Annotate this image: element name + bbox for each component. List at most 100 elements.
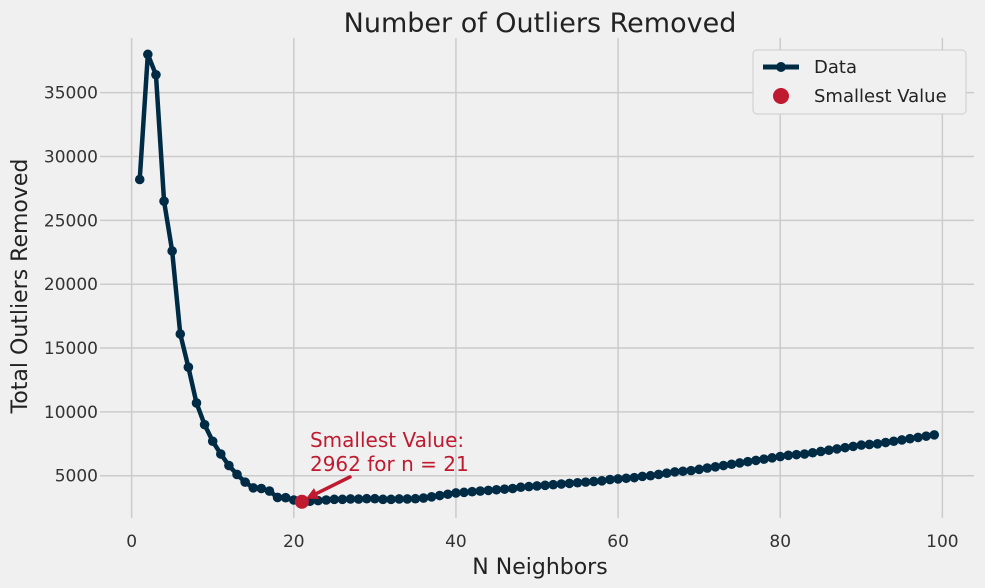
y-tick-label: 20000 — [44, 275, 98, 295]
x-axis-ticks: 0 20 40 60 80 100 — [126, 532, 958, 552]
data-point — [645, 470, 656, 481]
data-point — [832, 444, 842, 454]
annotation-arrow — [314, 475, 352, 496]
annotation-line-2: 2962 for n = 21 — [310, 452, 469, 476]
data-point — [694, 464, 704, 475]
data-point — [848, 441, 858, 452]
data-point — [751, 455, 761, 466]
data-point — [329, 494, 340, 505]
data-point — [929, 430, 940, 440]
data-point — [678, 466, 688, 477]
y-tick-label: 5000 — [55, 467, 98, 487]
data-point — [232, 469, 242, 480]
data-point — [199, 419, 210, 430]
data-point — [410, 493, 421, 504]
data-point — [613, 474, 623, 484]
x-tick-label: 0 — [126, 532, 137, 552]
data-point — [280, 492, 291, 503]
data-point — [418, 493, 429, 503]
data-point — [443, 489, 453, 500]
data-point — [791, 449, 802, 460]
data-point — [605, 474, 615, 485]
data-point — [742, 456, 753, 467]
data-point — [629, 472, 640, 483]
data-point — [897, 435, 907, 445]
annotation-line-1: Smallest Value: — [310, 428, 464, 452]
data-point — [556, 479, 567, 489]
data-point — [256, 483, 267, 494]
data-point — [734, 458, 745, 468]
data-point — [726, 459, 737, 470]
data-point — [799, 449, 810, 459]
legend-data-label: Data — [814, 57, 857, 78]
data-point — [183, 362, 194, 372]
data-point — [580, 477, 591, 487]
data-point — [386, 494, 396, 505]
x-tick-label: 20 — [283, 532, 305, 552]
data-point — [572, 477, 583, 488]
data-point — [434, 490, 445, 501]
data-point — [151, 69, 161, 80]
data-point — [824, 445, 834, 455]
data-point — [524, 481, 534, 492]
data-point — [775, 451, 786, 462]
smallest-value-marker — [294, 494, 309, 509]
x-axis-label: N Neighbors — [472, 555, 607, 580]
legend-box — [752, 49, 967, 115]
y-tick-label: 10000 — [44, 403, 98, 423]
data-point — [888, 436, 899, 447]
data-point — [856, 440, 867, 450]
data-point — [532, 481, 542, 491]
data-point — [143, 49, 153, 60]
data-point — [207, 436, 218, 447]
smallest-value-layer — [294, 494, 309, 509]
data-point — [499, 484, 510, 494]
data-point — [702, 463, 713, 473]
data-point — [710, 461, 721, 472]
data-point — [402, 494, 413, 504]
chart-title: Number of Outliers Removed — [344, 8, 737, 39]
data-point — [815, 446, 826, 457]
data-point — [783, 450, 794, 461]
data-point — [216, 449, 226, 459]
data-point — [353, 494, 364, 504]
data-point — [361, 493, 372, 504]
data-point — [840, 442, 850, 453]
x-tick-label: 80 — [769, 532, 791, 552]
data-point — [759, 454, 769, 464]
data-point — [264, 486, 275, 496]
data-point — [515, 482, 526, 493]
data-point — [483, 485, 494, 496]
data-point — [240, 477, 250, 487]
data-point — [451, 488, 461, 498]
data-point — [864, 439, 875, 450]
data-point — [345, 494, 356, 504]
x-tick-label: 100 — [926, 532, 958, 552]
data-point — [637, 471, 648, 482]
y-tick-label: 35000 — [44, 84, 98, 104]
data-point — [670, 467, 680, 477]
data-point — [248, 483, 259, 493]
data-point — [475, 486, 486, 496]
data-point — [175, 329, 186, 339]
data-point — [597, 476, 607, 486]
legend-smallest-marker — [773, 88, 789, 104]
data-point — [905, 433, 915, 444]
data-point — [540, 480, 550, 491]
series-line — [137, 52, 935, 505]
y-axis-label: Total Outliers Removed — [8, 159, 33, 415]
y-tick-label: 15000 — [44, 339, 98, 359]
x-tick-label: 40 — [445, 532, 467, 552]
y-tick-label: 30000 — [44, 147, 98, 167]
data-point — [564, 478, 575, 489]
data-point — [872, 439, 883, 449]
data-point — [321, 495, 332, 505]
legend: Data Smallest Value — [752, 49, 967, 115]
data-point — [718, 460, 729, 471]
data-point — [686, 465, 696, 476]
data-point — [224, 460, 234, 471]
data-point — [588, 476, 599, 487]
series-data — [134, 49, 940, 507]
data-point — [913, 432, 923, 443]
